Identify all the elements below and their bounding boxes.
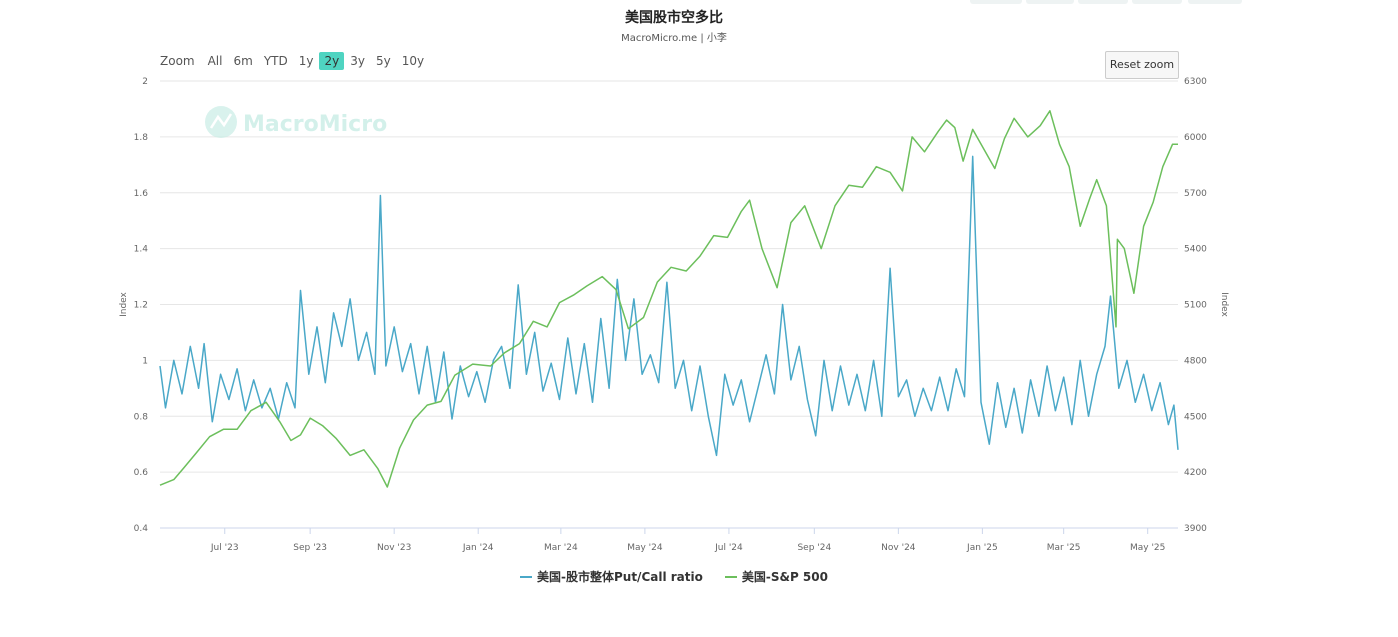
x-tick-label: Jul '24 [714, 543, 743, 553]
zoom-button-2y[interactable]: 2y [319, 52, 345, 70]
y-left-tick-label: 1.6 [134, 189, 149, 199]
y-right-tick-label: 4500 [1184, 412, 1207, 422]
chart-plot[interactable]: MacroMicro 0.4 0.6 0.8 1 1.2 1.4 1.6 1.8 2 3900 42… [0, 0, 1398, 560]
top-toolbar-button[interactable] [1026, 0, 1074, 4]
zoom-button-10y[interactable]: 10y [401, 54, 425, 68]
zoom-button-ytd[interactable]: YTD [263, 54, 288, 68]
chart-subtitle: MacroMicro.me | 小李 [621, 33, 727, 44]
x-tick-label: Jul '23 [210, 543, 239, 553]
zoom-button-1y[interactable]: 1y [298, 54, 314, 68]
sp500-line[interactable] [159, 110, 1178, 488]
y-right-tick-label: 5100 [1184, 301, 1207, 311]
zoom-button-5y[interactable]: 5y [375, 54, 391, 68]
y-right-tick-label: 6000 [1184, 133, 1207, 143]
watermark: MacroMicro [205, 106, 387, 138]
y-left-tick-label: 1.8 [134, 133, 149, 143]
chart-legend: 美国-股市整体Put/Call ratio 美国-S&P 500 [0, 568, 1348, 585]
y-left-tick-label: 2 [142, 77, 148, 87]
top-toolbar-button[interactable] [970, 0, 1022, 4]
y-left-tick-label: 0.8 [134, 412, 149, 422]
x-tick-label: May '24 [627, 543, 663, 553]
x-tick-label: Sep '24 [797, 543, 831, 553]
watermark-text: MacroMicro [243, 112, 387, 137]
y-right-tick-label: 6300 [1184, 77, 1207, 87]
legend-item-put-call-ratio[interactable]: 美国-股市整体Put/Call ratio [520, 568, 703, 585]
put-call-ratio-line[interactable] [159, 155, 1179, 457]
legend-label-sp500: 美国-S&P 500 [741, 570, 828, 584]
top-toolbar-button[interactable] [1132, 0, 1182, 4]
legend-label-put-call-ratio: 美国-股市整体Put/Call ratio [537, 570, 703, 584]
y-right-tick-label: 4800 [1184, 356, 1207, 366]
y-left-tick-label: 1.2 [134, 301, 148, 311]
zoom-label: Zoom [160, 54, 195, 68]
x-tick-label: Sep '23 [293, 543, 327, 553]
x-tick-label: Nov '23 [377, 543, 411, 553]
y-left-axis-title: Index [119, 291, 129, 316]
x-tick-label: Mar '25 [1047, 543, 1081, 553]
legend-item-sp500[interactable]: 美国-S&P 500 [724, 568, 828, 585]
y-right-tick-label: 4200 [1184, 468, 1207, 478]
zoom-button-all[interactable]: All [207, 54, 223, 68]
y-right-tick-label: 3900 [1184, 524, 1207, 534]
x-tick-label: Nov '24 [881, 543, 916, 553]
y-right-axis-title: Index [1219, 292, 1229, 317]
y-left-tick-label: 1.4 [134, 245, 149, 255]
y-right-tick-label: 5700 [1184, 189, 1207, 199]
top-toolbar-button[interactable] [1078, 0, 1128, 4]
x-tick-label: Jan '24 [462, 543, 494, 553]
series[interactable] [159, 110, 1179, 488]
axes: 0.4 0.6 0.8 1 1.2 1.4 1.6 1.8 2 3900 4200 4500 4800 5… [119, 77, 1229, 553]
x-tick-label: May '25 [1130, 543, 1165, 553]
legend-swatch-put-call-ratio [520, 575, 532, 578]
top-toolbar-button[interactable] [1188, 0, 1242, 4]
zoom-button-3y[interactable]: 3y [350, 54, 365, 68]
x-tick-label: Jan '25 [966, 543, 998, 553]
y-left-tick-label: 0.6 [134, 468, 149, 478]
y-left-tick-label: 1 [142, 356, 148, 366]
reset-zoom-button[interactable]: Reset zoom [1105, 51, 1179, 79]
zoom-range-selector: Zoom All 6m YTD 1y 2y 3y 5y 10y [160, 52, 430, 70]
chart-title: 美国股市空多比 [625, 10, 723, 26]
x-tick-label: Mar '24 [544, 543, 578, 553]
legend-swatch-sp500 [724, 575, 737, 578]
y-left-tick-label: 0.4 [134, 524, 149, 534]
y-right-tick-label: 5400 [1184, 245, 1207, 255]
zoom-button-6m[interactable]: 6m [233, 54, 253, 68]
